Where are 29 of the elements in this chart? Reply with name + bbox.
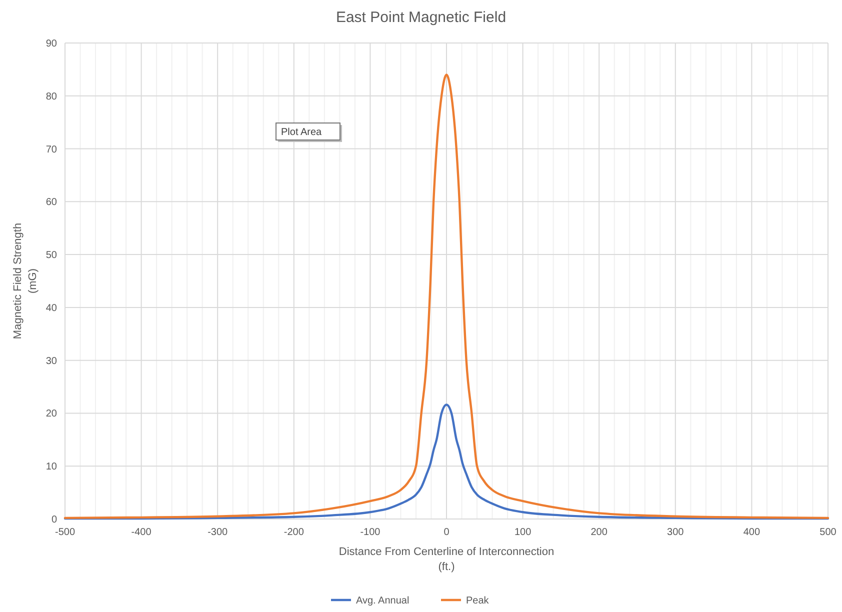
y-tick-label: 30	[46, 356, 58, 367]
x-tick-label: -400	[131, 527, 152, 538]
x-tick-label: -500	[54, 527, 76, 538]
legend-label: Peak	[466, 596, 490, 606]
x-tick-label: -100	[360, 527, 381, 538]
y-tick-label: 90	[46, 38, 58, 50]
y-tick-label: 40	[46, 302, 58, 314]
y-tick-label: 20	[46, 408, 58, 420]
annotation: Plot Area	[281, 127, 322, 138]
y-tick-label: 0	[51, 514, 58, 526]
x-tick-label: 400	[743, 527, 760, 538]
x-tick-label: 100	[514, 527, 532, 538]
y-tick-label: 70	[46, 144, 58, 156]
x-tick-label: 200	[590, 527, 608, 538]
x-tick-label: 300	[667, 527, 684, 538]
x-tick-label: 0	[444, 527, 450, 538]
chart-title: East Point Magnetic Field	[336, 9, 506, 26]
legend-label: Avg. Annual	[356, 596, 410, 606]
y-tick-label: 60	[46, 197, 58, 208]
x-tick-label: 500	[820, 527, 837, 538]
y-tick-label: 80	[46, 91, 58, 102]
line-series	[64, 74, 830, 520]
y-tick-label: 10	[46, 462, 58, 473]
x-axis-title: Distance From Centerline of Interconnection (ft.)	[338, 546, 554, 573]
x-tick-label: -200	[284, 527, 304, 538]
x-tick-label: -300	[208, 527, 228, 538]
line-series	[64, 404, 830, 520]
y-axis-title: Magnetic Field Strength (mG)	[12, 222, 39, 340]
y-tick-label: 50	[46, 250, 58, 262]
